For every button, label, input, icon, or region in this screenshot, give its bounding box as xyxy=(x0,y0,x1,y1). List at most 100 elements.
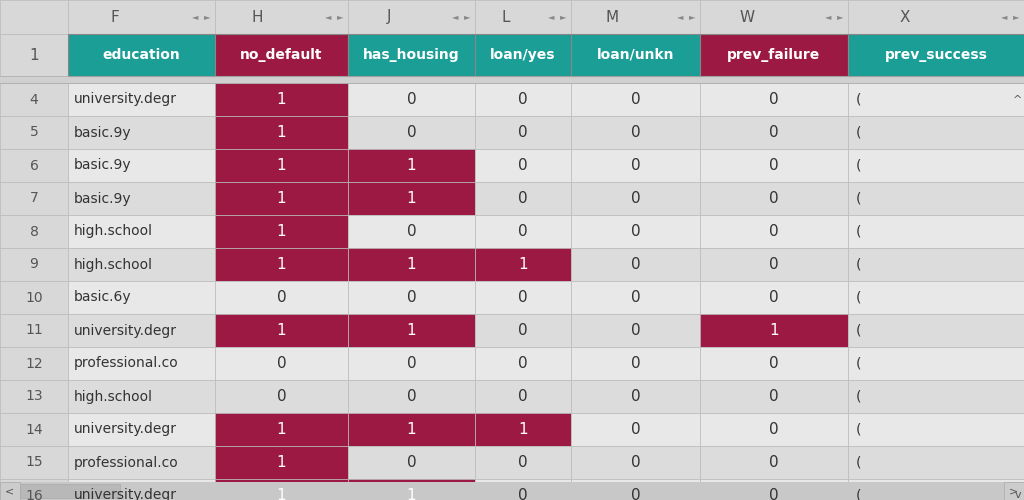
Bar xyxy=(848,34,1024,76)
Bar xyxy=(215,34,348,76)
Bar xyxy=(348,215,475,248)
Bar xyxy=(571,83,700,116)
Text: 1: 1 xyxy=(407,158,417,173)
Bar xyxy=(0,482,20,500)
Bar xyxy=(571,479,700,500)
Text: 7: 7 xyxy=(30,192,38,205)
Bar xyxy=(571,182,700,215)
Text: L: L xyxy=(502,10,510,24)
Bar xyxy=(68,34,215,76)
Bar xyxy=(68,116,215,149)
Text: ◄: ◄ xyxy=(548,12,554,22)
Bar xyxy=(215,83,348,116)
Bar xyxy=(700,314,848,347)
Text: 0: 0 xyxy=(769,356,779,371)
Text: ►: ► xyxy=(337,12,343,22)
Bar xyxy=(348,314,475,347)
Bar xyxy=(0,281,68,314)
Text: v: v xyxy=(1015,490,1021,500)
Text: high.school: high.school xyxy=(74,258,153,272)
Bar xyxy=(475,83,571,116)
Bar xyxy=(0,215,68,248)
Bar xyxy=(68,314,215,347)
Text: 0: 0 xyxy=(769,92,779,107)
Text: 0: 0 xyxy=(769,191,779,206)
Bar xyxy=(215,116,348,149)
Bar xyxy=(0,149,68,182)
Text: 0: 0 xyxy=(631,125,640,140)
Text: ►: ► xyxy=(204,12,210,22)
Bar xyxy=(348,149,475,182)
Text: ►: ► xyxy=(689,12,695,22)
Text: 0: 0 xyxy=(276,356,287,371)
Text: 0: 0 xyxy=(518,455,527,470)
Bar xyxy=(475,182,571,215)
Text: 5: 5 xyxy=(30,126,38,140)
Bar xyxy=(215,281,348,314)
Bar xyxy=(848,281,1024,314)
Bar xyxy=(700,281,848,314)
Bar xyxy=(68,83,215,116)
Bar xyxy=(0,413,68,446)
Text: prev_success: prev_success xyxy=(885,48,987,62)
Text: (: ( xyxy=(856,126,861,140)
Bar xyxy=(215,248,348,281)
Text: ►: ► xyxy=(464,12,470,22)
Bar xyxy=(215,347,348,380)
Bar xyxy=(215,479,348,500)
Text: 0: 0 xyxy=(407,125,417,140)
Text: 0: 0 xyxy=(769,158,779,173)
Bar xyxy=(700,182,848,215)
Bar xyxy=(348,83,475,116)
Text: 0: 0 xyxy=(407,92,417,107)
Bar xyxy=(571,281,700,314)
Bar xyxy=(68,281,215,314)
Text: 0: 0 xyxy=(631,455,640,470)
Text: 1: 1 xyxy=(518,422,527,437)
Text: professional.co: professional.co xyxy=(74,456,179,469)
Bar xyxy=(475,314,571,347)
Text: ►: ► xyxy=(837,12,843,22)
Bar xyxy=(571,116,700,149)
Bar xyxy=(848,248,1024,281)
Bar xyxy=(215,215,348,248)
Bar xyxy=(571,248,700,281)
Text: (: ( xyxy=(856,192,861,205)
Bar xyxy=(700,479,848,500)
Text: 0: 0 xyxy=(769,422,779,437)
Text: 1: 1 xyxy=(518,257,527,272)
Text: (: ( xyxy=(856,456,861,469)
Bar xyxy=(475,347,571,380)
Bar xyxy=(348,0,475,34)
Bar xyxy=(700,446,848,479)
Bar xyxy=(475,149,571,182)
Bar xyxy=(700,215,848,248)
Text: has_housing: has_housing xyxy=(364,48,460,62)
Bar xyxy=(848,446,1024,479)
Text: 0: 0 xyxy=(407,455,417,470)
Bar xyxy=(700,149,848,182)
Text: W: W xyxy=(739,10,755,24)
Text: 0: 0 xyxy=(631,389,640,404)
Text: basic.9y: basic.9y xyxy=(74,192,132,205)
Text: high.school: high.school xyxy=(74,224,153,238)
Bar xyxy=(475,479,571,500)
Bar xyxy=(348,347,475,380)
Bar xyxy=(0,482,1024,500)
Bar xyxy=(68,215,215,248)
Text: prev_failure: prev_failure xyxy=(727,48,820,62)
Bar xyxy=(700,347,848,380)
Bar xyxy=(475,215,571,248)
Text: ◄: ◄ xyxy=(452,12,459,22)
Text: (: ( xyxy=(856,390,861,404)
Bar xyxy=(68,446,215,479)
Bar xyxy=(1004,482,1024,500)
Text: ◄: ◄ xyxy=(325,12,331,22)
Text: ◄: ◄ xyxy=(191,12,199,22)
Bar xyxy=(348,413,475,446)
Text: 0: 0 xyxy=(518,191,527,206)
Text: 0: 0 xyxy=(631,92,640,107)
Text: (: ( xyxy=(856,158,861,172)
Bar xyxy=(215,446,348,479)
Bar xyxy=(68,380,215,413)
